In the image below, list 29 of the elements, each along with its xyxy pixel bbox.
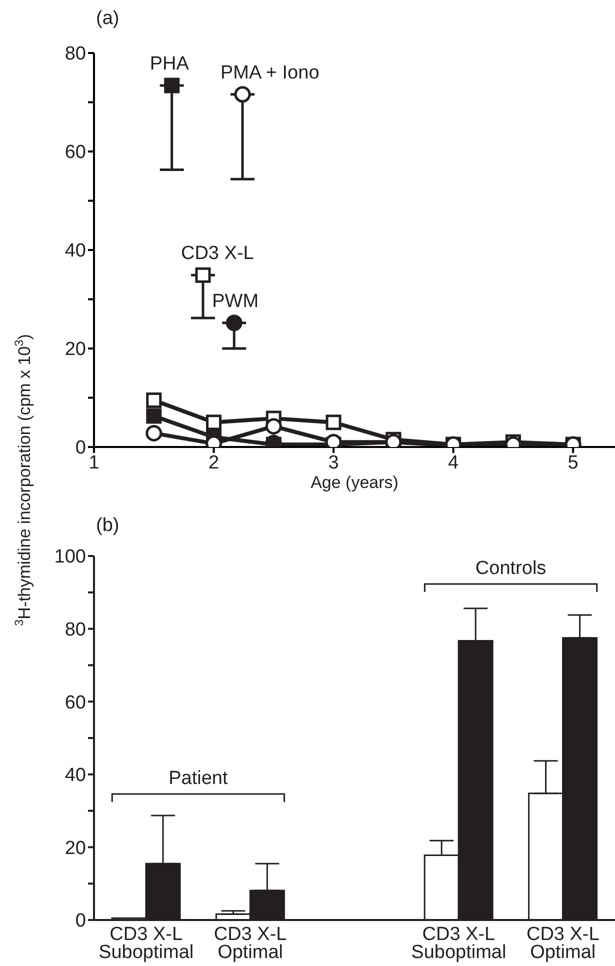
y-tick-label: 40 (64, 765, 86, 786)
x-tick-label: 1 (88, 452, 100, 474)
series-label: CD3 X-L (180, 243, 254, 264)
text: (a) (96, 8, 120, 29)
x-tick-label: CD3 X-L Suboptimal (411, 924, 506, 963)
x-tick-label: CD3 X-L Optimal (214, 924, 287, 963)
x-tick-label: CD3 X-L Optimal (526, 924, 600, 963)
y-tick-label: 0 (75, 438, 86, 459)
annotation: Patient (168, 768, 228, 789)
y-tick-label: 20 (64, 838, 86, 859)
x-tick-label: 3 (328, 452, 339, 474)
x-tick-label: 5 (568, 452, 578, 474)
y-tick-label: 80 (64, 44, 86, 65)
y-tick-label: 20 (64, 339, 86, 360)
y-tick-label: 100 (54, 546, 86, 568)
x-tick-label: 2 (208, 452, 220, 474)
y-tick-label: 80 (64, 620, 86, 641)
series-label: PHA (150, 54, 190, 75)
x-tick-label: 4 (448, 452, 460, 474)
y-tick-label: 60 (64, 692, 86, 714)
series-label: PMA + Iono (220, 62, 320, 84)
y-tick-label: 60 (64, 142, 86, 164)
y-tick-label: 40 (64, 240, 86, 262)
x-axis-title: Age (years) (310, 473, 398, 492)
annotation: Controls (475, 558, 546, 579)
series-label: PWM (212, 290, 259, 312)
text: (b) (96, 515, 120, 536)
x-tick-label: CD3 X-L Suboptimal (98, 924, 194, 963)
y-tick-label: 0 (75, 910, 86, 932)
